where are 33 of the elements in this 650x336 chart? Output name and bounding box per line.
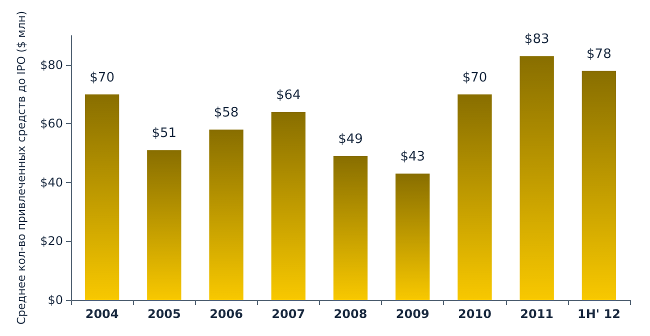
x-tick-label: 1H' 12: [577, 307, 620, 321]
data-label: $58: [214, 106, 239, 121]
bar: [209, 130, 244, 300]
bar: [147, 150, 182, 300]
bar: [333, 156, 368, 300]
data-label: $78: [586, 46, 612, 62]
y-tick-label: $80: [40, 58, 63, 72]
bar: [84, 94, 120, 300]
y-tick-label: $0: [48, 293, 63, 307]
data-label: $49: [338, 132, 363, 148]
y-tick-label: $60: [40, 116, 63, 131]
y-tick-label: $20: [40, 234, 63, 248]
bar: [458, 94, 492, 300]
data-label: $70: [90, 70, 114, 86]
bar: [582, 70, 616, 300]
x-tick-label: 2004: [85, 307, 119, 321]
x-tick-label: 2010: [458, 307, 492, 321]
x-tick-label: 2008: [334, 307, 368, 321]
data-label: $64: [276, 88, 301, 103]
y-axis-title: Среднее кол-во привлеченных средств до IPO ($ млн): [15, 11, 28, 325]
x-tick-label: 2009: [396, 307, 430, 321]
bar: [396, 174, 430, 300]
data-label: $70: [462, 70, 488, 86]
bar: [271, 112, 306, 300]
data-label: $83: [524, 32, 550, 48]
data-label: $43: [400, 150, 426, 165]
x-tick-label: 2007: [272, 307, 306, 321]
x-tick-label: 2006: [210, 307, 243, 321]
bar: [520, 56, 554, 300]
data-label: $51: [152, 126, 177, 142]
x-tick-label: 2005: [147, 307, 181, 321]
y-tick-label: $40: [40, 175, 63, 190]
x-tick-label: 2011: [520, 307, 554, 321]
